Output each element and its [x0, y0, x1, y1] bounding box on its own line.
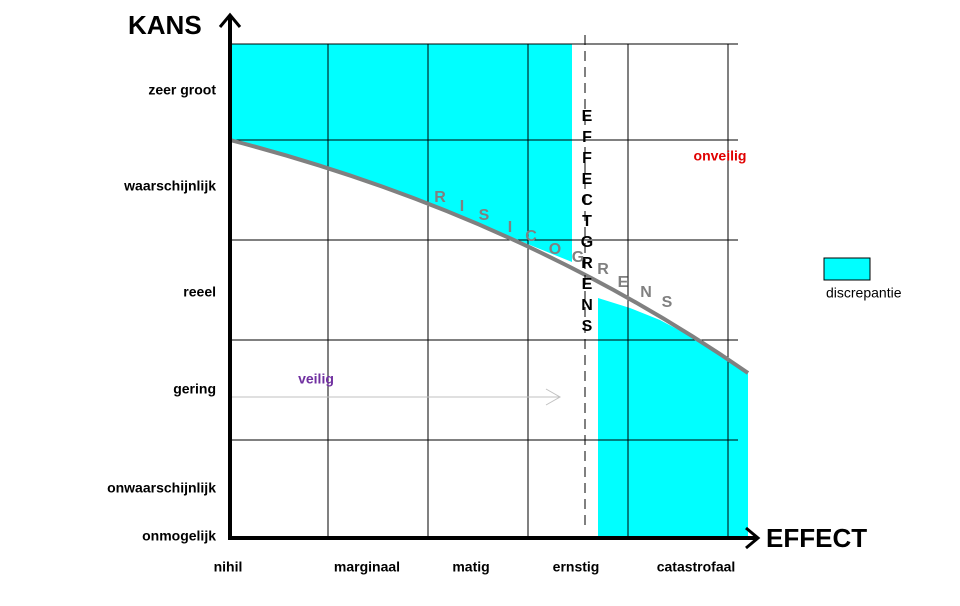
x-label: marginaal: [334, 559, 400, 575]
x-label: nihil: [214, 559, 243, 575]
effect-boundary-letter: E: [582, 276, 593, 293]
x-label: ernstig: [553, 559, 600, 575]
risk-boundary-letter: R: [434, 189, 446, 206]
safe-label: veilig: [298, 371, 334, 387]
effect-boundary-letter: N: [581, 297, 593, 314]
effect-boundary-letter: G: [581, 234, 593, 251]
effect-boundary-letter: E: [582, 108, 593, 125]
x-axis-title: EFFECT: [766, 523, 867, 553]
axes: [218, 12, 761, 550]
effect-boundary-letter: R: [581, 255, 593, 272]
risk-boundary-letter: O: [549, 241, 561, 258]
effect-boundary-letter: F: [582, 150, 592, 167]
risk-boundary-curve: [229, 138, 750, 375]
risk-boundary-letter: G: [572, 249, 584, 266]
effect-boundary-letter: S: [582, 318, 593, 335]
discrepancy-area: [598, 298, 748, 538]
risk-boundary-letter: I: [460, 198, 464, 215]
effect-boundary-letter: T: [582, 213, 592, 230]
grid: [230, 43, 738, 538]
safe-arrow: [232, 388, 562, 406]
legend-swatch: [823, 257, 871, 281]
y-label: waarschijnlijk: [123, 178, 216, 194]
x-label: catastrofaal: [657, 559, 736, 575]
y-label: onmogelijk: [142, 528, 216, 544]
discrepancy-areas: [230, 44, 748, 538]
discrepancy-area: [230, 44, 572, 262]
legend-label: discrepantie: [826, 285, 902, 301]
y-label: onwaarschijnlijk: [107, 480, 216, 496]
x-label: matig: [452, 559, 489, 575]
effect-boundary-letter: F: [582, 129, 592, 146]
risk-boundary-letter: S: [662, 294, 673, 311]
risk-boundary-letter: N: [640, 284, 652, 301]
risk-boundary-letter: E: [618, 274, 629, 291]
risk-boundary-letter: R: [597, 261, 609, 278]
risk-boundary-letter: I: [508, 219, 512, 236]
risk-boundary-letter: S: [479, 207, 490, 224]
risk-boundary-letter: C: [525, 228, 537, 245]
effect-boundary-letter: C: [581, 192, 593, 209]
y-label: zeer groot: [148, 82, 216, 98]
unsafe-label: onveilig: [694, 148, 747, 164]
y-label: reeel: [183, 284, 216, 300]
y-label: gering: [173, 381, 216, 397]
y-axis-title: KANS: [128, 10, 202, 40]
effect-boundary-letter: E: [582, 171, 593, 188]
